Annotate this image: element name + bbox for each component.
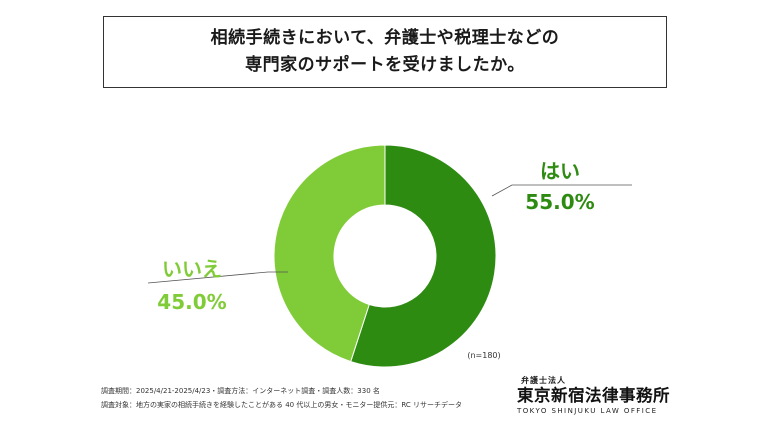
chart-title-line-1: 相続手続きにおいて、弁護士や税理士などの bbox=[210, 28, 560, 48]
footer-notes: 調査期間：2025/4/21-2025/4/23・調査方法：インターネット調査・… bbox=[101, 384, 462, 412]
survey-period-note: 調査期間：2025/4/21-2025/4/23・調査方法：インターネット調査・… bbox=[101, 387, 380, 395]
slice-yes bbox=[350, 144, 497, 368]
survey-target-note: 調査対象：地方の実家の相続手続きを経験したことがある 40 代以上の男女・モニタ… bbox=[101, 401, 462, 409]
chart-title-line-2: 専門家のサポートを受けましたか。 bbox=[245, 55, 525, 75]
firm-logo: 弁護士法人 東京新宿法律事務所 TOKYO SHINJUKU LAW OFFIC… bbox=[517, 376, 677, 416]
logo-subtitle: 弁護士法人 bbox=[521, 376, 566, 385]
logo-name: 東京新宿法律事務所 bbox=[517, 386, 670, 405]
leader-line-yes bbox=[491, 184, 513, 197]
label-yes: はい bbox=[540, 159, 580, 183]
value-label-no: 45.0% bbox=[157, 290, 226, 314]
title-box: 相続手続きにおいて、弁護士や税理士などの 専門家のサポートを受けましたか。 bbox=[103, 16, 667, 88]
slice-no bbox=[273, 144, 386, 363]
value-label-yes: 55.0% bbox=[525, 190, 594, 214]
label-no: いいえ bbox=[162, 257, 222, 281]
sample-size-note: (n=180) bbox=[467, 351, 500, 360]
logo-english: TOKYO SHINJUKU LAW OFFICE bbox=[517, 407, 658, 415]
leader-line-no-underline bbox=[147, 271, 269, 284]
